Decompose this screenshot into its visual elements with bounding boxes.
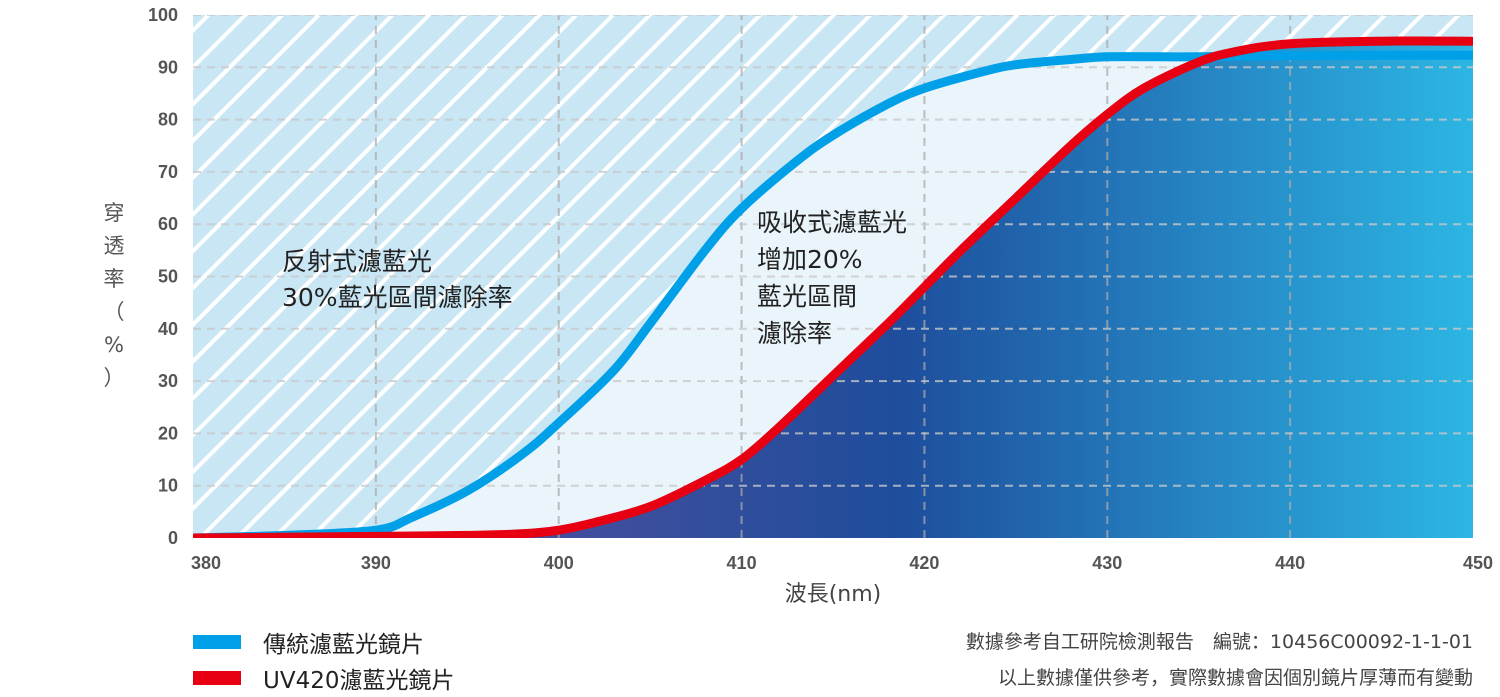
annotation-absorption-line3: 藍光區間 [757, 282, 857, 311]
legend-label-uv420: UV420濾藍光鏡片 [263, 668, 455, 694]
legend-swatch-traditional [193, 635, 241, 649]
x-tick-label-390: 390 [361, 553, 391, 573]
legend: 傳統濾藍光鏡片 UV420濾藍光鏡片 [193, 624, 454, 696]
y-tick-label-60: 60 [158, 214, 178, 234]
x-tick-label-400: 400 [544, 553, 574, 573]
y-axis-title-char: % [104, 333, 124, 357]
y-tick-label-0: 0 [168, 528, 178, 548]
legend-item-traditional: 傳統濾藍光鏡片 [193, 624, 454, 660]
series-line-traditional [193, 50, 1473, 538]
series-line-uv420 [193, 36, 1473, 538]
y-tick-label-50: 50 [158, 267, 178, 287]
legend-label-traditional: 傳統濾藍光鏡片 [263, 632, 424, 658]
y-tick-label-90: 90 [158, 57, 178, 77]
y-axis-title-char: 透 [104, 234, 125, 258]
transmittance-chart: 0 10 20 30 40 50 60 70 80 90 100 380 390 400 410 420 43… [104, 5, 1494, 607]
y-tick-label-80: 80 [158, 110, 178, 130]
y-tick-label-20: 20 [158, 423, 178, 443]
x-tick-label-450: 450 [1463, 553, 1493, 573]
annotation-absorption-line4: 濾除率 [757, 319, 832, 348]
note-disclaimer: 以上數據僅供參考，實際數據會因個別鏡片厚薄而有變動 [997, 667, 1473, 689]
y-tick-label-30: 30 [158, 371, 178, 391]
y-axis-title-char: （ [104, 300, 125, 324]
y-axis-title-char: ） [104, 366, 125, 390]
y-axis-title-char: 穿 [104, 201, 125, 225]
note-source: 數據參考自工研院檢測報告 編號：10456C00092-1-1-01 [965, 631, 1473, 653]
x-tick-label-420: 420 [909, 553, 939, 573]
y-tick-label-70: 70 [158, 162, 178, 182]
x-axis-title: 波長(nm) [785, 582, 882, 607]
annotation-reflective-line2: 30%藍光區間濾除率 [282, 283, 513, 312]
y-tick-label-40: 40 [158, 319, 178, 339]
y-axis-title-char: 率 [104, 267, 125, 291]
annotation-absorption-line1: 吸收式濾藍光 [757, 208, 907, 237]
x-tick-label-380: 380 [191, 553, 221, 573]
y-tick-label-100: 100 [148, 5, 178, 25]
footnotes: 數據參考自工研院檢測報告 編號：10456C00092-1-1-01 以上數據僅… [966, 624, 1473, 696]
annotation-reflective-line1: 反射式濾藍光 [282, 247, 432, 276]
y-tick-label-10: 10 [158, 476, 178, 496]
y-axis-title: 穿透率 （% ） [104, 201, 125, 390]
x-tick-label-430: 430 [1092, 553, 1122, 573]
annotation-absorption-line2: 增加20% [757, 245, 863, 274]
legend-item-uv420: UV420濾藍光鏡片 [193, 660, 454, 696]
x-tick-label-440: 440 [1275, 553, 1305, 573]
x-tick-label-410: 410 [727, 553, 757, 573]
absorption-gradient-area [193, 40, 1473, 538]
legend-swatch-uv420 [193, 671, 241, 685]
